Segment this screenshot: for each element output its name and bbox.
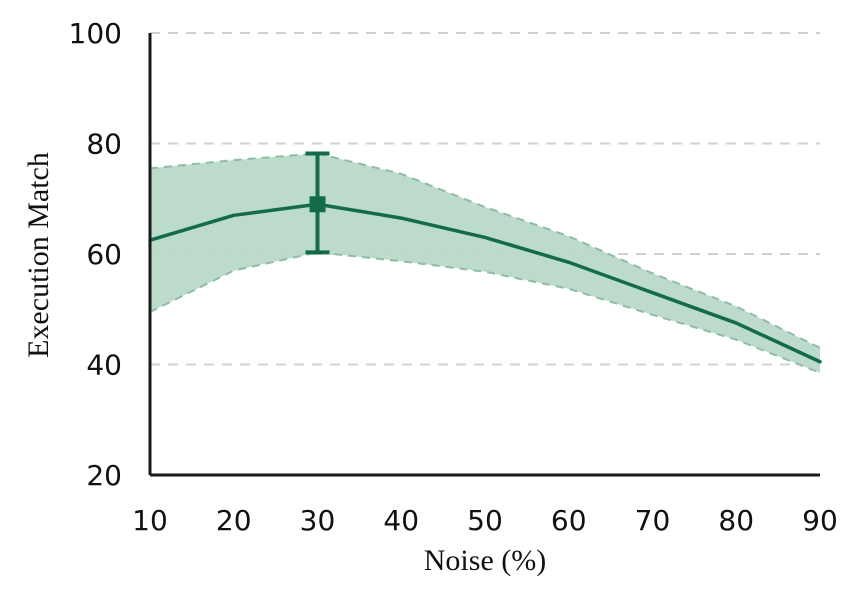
confidence-band-layer bbox=[149, 152, 821, 374]
series-line bbox=[148, 202, 822, 364]
x-tick-label-10: 10 bbox=[132, 504, 168, 537]
y-tick-label-100: 100 bbox=[69, 17, 122, 50]
x-tick-label-60: 60 bbox=[551, 504, 587, 537]
tick-label-layer: 10 20 30 40 50 60 70 80 90 20 40 60 80 100 bbox=[69, 17, 838, 537]
x-axis-title: Noise (%) bbox=[424, 544, 546, 577]
data-marker-square bbox=[309, 196, 326, 213]
confidence-band-fill bbox=[150, 153, 820, 373]
upper-band-edge bbox=[149, 152, 821, 349]
x-tick-label-50: 50 bbox=[467, 504, 503, 537]
x-tick-label-40: 40 bbox=[383, 504, 419, 537]
y-tick-label-20: 20 bbox=[86, 459, 122, 492]
x-tick-label-90: 90 bbox=[802, 504, 838, 537]
y-tick-label-80: 80 bbox=[86, 128, 122, 161]
lower-band-edge bbox=[149, 251, 821, 374]
series-line-layer bbox=[148, 202, 822, 364]
y-tick-label-40: 40 bbox=[86, 349, 122, 382]
x-tick-label-30: 30 bbox=[300, 504, 336, 537]
x-tick-label-70: 70 bbox=[635, 504, 671, 537]
axis-layer bbox=[148, 33, 820, 477]
x-tick-label-20: 20 bbox=[216, 504, 252, 537]
error-bar-layer bbox=[305, 151, 330, 255]
y-tick-label-60: 60 bbox=[86, 238, 122, 271]
x-tick-label-80: 80 bbox=[718, 504, 754, 537]
y-axis-title: Execution Match bbox=[22, 152, 55, 358]
